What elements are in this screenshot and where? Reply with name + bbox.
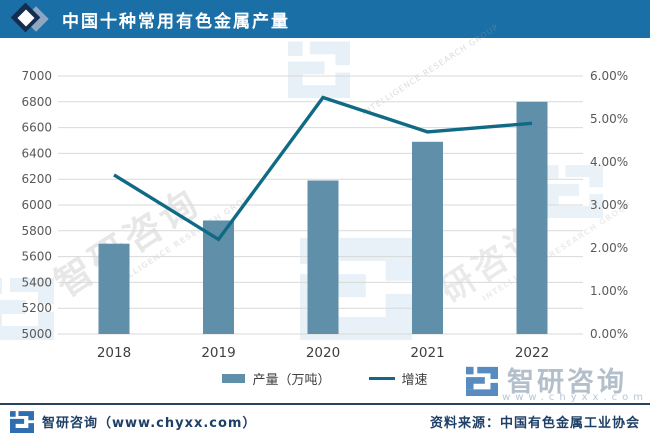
combo-chart: 5000 5200 5400 5600 5800 6000 6200 6400 6600 6800… bbox=[21, 69, 628, 361]
svg-text:6800: 6800 bbox=[21, 95, 52, 109]
header-bar: 中国十种常用有色金属产量 bbox=[0, 0, 650, 38]
production-bars bbox=[98, 101, 548, 334]
footer-url-watermark: www.chyxx.com bbox=[502, 392, 648, 403]
chart-legend: 产量（万吨） 增速 bbox=[0, 369, 650, 388]
bar-2022 bbox=[516, 101, 548, 334]
legend-item-production: 产量（万吨） bbox=[222, 369, 331, 388]
footer-brand-text: 智研咨询（www.chyxx.com） bbox=[42, 415, 257, 431]
brand-watermark: 智研咨询 bbox=[466, 360, 627, 399]
svg-text:2019: 2019 bbox=[201, 345, 235, 361]
svg-text:6400: 6400 bbox=[21, 146, 52, 160]
zhiyan-logo-icon-small bbox=[10, 409, 34, 433]
svg-text:5200: 5200 bbox=[21, 301, 52, 315]
svg-text:5.00%: 5.00% bbox=[590, 112, 628, 126]
svg-text:6000: 6000 bbox=[21, 198, 52, 212]
svg-text:2.00%: 2.00% bbox=[590, 241, 628, 255]
svg-text:2022: 2022 bbox=[515, 345, 549, 361]
svg-text:3.00%: 3.00% bbox=[590, 198, 628, 212]
diamond-icon bbox=[10, 2, 54, 36]
legend-line-swatch bbox=[368, 377, 395, 380]
svg-text:5000: 5000 bbox=[21, 327, 52, 341]
bar-2020 bbox=[307, 180, 339, 334]
y-axis-right-labels: 0.00% 1.00% 2.00% 3.00% 4.00% 5.00% 6.00% bbox=[590, 69, 628, 341]
svg-text:5800: 5800 bbox=[21, 224, 52, 238]
footer-brand: 智研咨询（www.chyxx.com） bbox=[10, 409, 256, 433]
svg-text:4.00%: 4.00% bbox=[590, 155, 628, 169]
bar-2018 bbox=[98, 243, 130, 334]
legend-item-growth: 增速 bbox=[368, 369, 428, 388]
legend-line-label: 增速 bbox=[401, 373, 428, 388]
x-axis-labels: 2018 2019 2020 2021 2022 bbox=[97, 345, 549, 361]
svg-text:2020: 2020 bbox=[306, 345, 340, 361]
bar-2021 bbox=[412, 141, 443, 334]
svg-text:2018: 2018 bbox=[97, 345, 131, 361]
growth-line bbox=[113, 95, 533, 242]
svg-text:6.00%: 6.00% bbox=[590, 69, 628, 83]
brand-name: 智研咨询 bbox=[507, 367, 627, 398]
svg-text:6200: 6200 bbox=[21, 172, 52, 186]
legend-bar-swatch bbox=[222, 374, 246, 383]
footer: 智研咨询（www.chyxx.com） 资料来源：中国有色金属工业协会 bbox=[0, 406, 650, 436]
svg-text:5400: 5400 bbox=[21, 275, 52, 289]
legend-bar-label: 产量（万吨） bbox=[252, 373, 331, 388]
svg-text:7000: 7000 bbox=[21, 69, 52, 83]
svg-text:6600: 6600 bbox=[21, 121, 52, 135]
footer-source-text: 资料来源：中国有色金属工业协会 bbox=[429, 415, 640, 431]
svg-text:1.00%: 1.00% bbox=[590, 284, 628, 298]
page-title: 中国十种常用有色金属产量 bbox=[62, 11, 290, 32]
y-axis-left-labels: 5000 5200 5400 5600 5800 6000 6200 6400 6600 6800… bbox=[21, 69, 52, 341]
svg-text:2021: 2021 bbox=[410, 345, 444, 361]
svg-text:5600: 5600 bbox=[21, 250, 52, 264]
footer-divider bbox=[0, 403, 650, 405]
zhiyan-logo-icon bbox=[466, 364, 498, 396]
svg-text:0.00%: 0.00% bbox=[590, 327, 628, 341]
